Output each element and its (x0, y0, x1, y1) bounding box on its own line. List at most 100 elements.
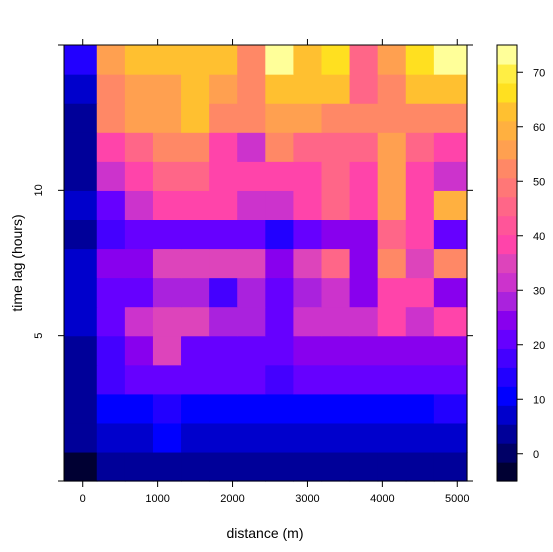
heatmap-cell (265, 219, 294, 250)
heatmap-cell (209, 45, 238, 75)
x-tick-label: 2000 (220, 493, 244, 505)
heatmap-cell (405, 190, 435, 220)
heatmap-cell (293, 451, 323, 482)
heatmap-cell (152, 190, 182, 220)
heatmap-cell (124, 74, 154, 104)
heatmap-cell (265, 335, 294, 366)
heatmap-cell (265, 74, 294, 104)
heatmap-cell (321, 190, 351, 220)
x-tick-label: 1000 (145, 493, 169, 505)
heatmap-cell (152, 335, 182, 366)
heatmap-cell (64, 103, 98, 133)
colorbar-swatch (497, 329, 517, 349)
heatmap-cell (237, 422, 266, 453)
heatmap-cell (64, 132, 98, 162)
heatmap-cell (124, 248, 154, 279)
heatmap-cell (265, 277, 294, 308)
heatmap-cell (265, 248, 294, 279)
heatmap-cell (293, 74, 323, 104)
heatmap-cell (96, 393, 126, 424)
heatmap-cell (209, 132, 238, 162)
heatmap-cell (124, 422, 154, 453)
colorbar-swatch (497, 234, 517, 255)
heatmap-cell (377, 190, 407, 220)
heatmap-cell (96, 451, 126, 482)
heatmap-cell (124, 161, 154, 191)
heatmap-cell (349, 364, 379, 395)
heatmap-cell (265, 45, 294, 75)
heatmap-cell (349, 74, 379, 104)
heatmap-cell (293, 248, 323, 279)
heatmap-cell (405, 74, 435, 104)
heatmap-cell (433, 277, 468, 308)
heatmap-cell (377, 132, 407, 162)
heatmap-cell (377, 277, 407, 308)
heatmap-cell (152, 422, 182, 453)
colorbar-tick-label: 0 (533, 449, 539, 461)
heatmap-cell (181, 190, 210, 220)
heatmap-cell (181, 335, 210, 366)
heatmap-cell (265, 161, 294, 191)
heatmap-cell (433, 422, 468, 453)
heatmap-cell (377, 219, 407, 250)
heatmap-cell (209, 422, 238, 453)
heatmap-cell (265, 190, 294, 220)
heatmap-cell (181, 161, 210, 191)
heatmap-cell (377, 161, 407, 191)
heatmap-cell (96, 277, 126, 308)
colorbar-tick-label: 70 (533, 67, 545, 79)
heatmap-cell (321, 45, 351, 75)
heatmap-cell (237, 393, 266, 424)
heatmap-cell (64, 451, 98, 482)
heatmap-cell (349, 422, 379, 453)
heatmap-cell (181, 364, 210, 395)
heatmap-cell (181, 248, 210, 279)
heatmap-cell (64, 306, 98, 337)
heatmap-cell (209, 248, 238, 279)
heatmap-cell (293, 422, 323, 453)
heatmap-cell (181, 132, 210, 162)
heatmap-cell (96, 161, 126, 191)
heatmap-cell (265, 393, 294, 424)
heatmap-cell (405, 132, 435, 162)
heatmap-cell (405, 45, 435, 75)
heatmap-cell (124, 451, 154, 482)
colorbar-swatch (497, 405, 517, 425)
colorbar-swatch (497, 443, 517, 463)
heatmap-cell (181, 306, 210, 337)
heatmap-cell (181, 451, 210, 482)
heatmap-cell (377, 451, 407, 482)
heatmap-cell (124, 364, 154, 395)
heatmap-cell (209, 335, 238, 366)
heatmap-cell (265, 132, 294, 162)
heatmap-cell (96, 248, 126, 279)
heatmap-cell (349, 45, 379, 75)
colorbar-swatch (497, 215, 517, 236)
heatmap-cell (321, 132, 351, 162)
colorbar-swatch (497, 120, 517, 141)
heatmap-cell (377, 364, 407, 395)
heatmap-cell (377, 45, 407, 75)
heatmap-cell (265, 451, 294, 482)
heatmap-cell (433, 161, 468, 191)
heatmap-cell (433, 306, 468, 337)
heatmap-cell (321, 248, 351, 279)
heatmap-cell (433, 393, 468, 424)
colorbar-tick-label: 50 (533, 176, 545, 188)
heatmap-cell (64, 219, 98, 250)
heatmap-cell (152, 277, 182, 308)
heatmap-cell (405, 393, 435, 424)
heatmap-cell (96, 45, 126, 75)
heatmap-cell (237, 277, 266, 308)
heatmap-cell (293, 219, 323, 250)
heatmap-cell (181, 74, 210, 104)
heatmap-cell (433, 45, 468, 75)
heatmap-cell (181, 393, 210, 424)
heatmap-cell (152, 393, 182, 424)
heatmap-cell (152, 248, 182, 279)
heatmap-cell (96, 335, 126, 366)
heatmap-cell (64, 422, 98, 453)
heatmap-cell (152, 45, 182, 75)
heatmap-cell (237, 45, 266, 75)
heatmap-cell (96, 132, 126, 162)
